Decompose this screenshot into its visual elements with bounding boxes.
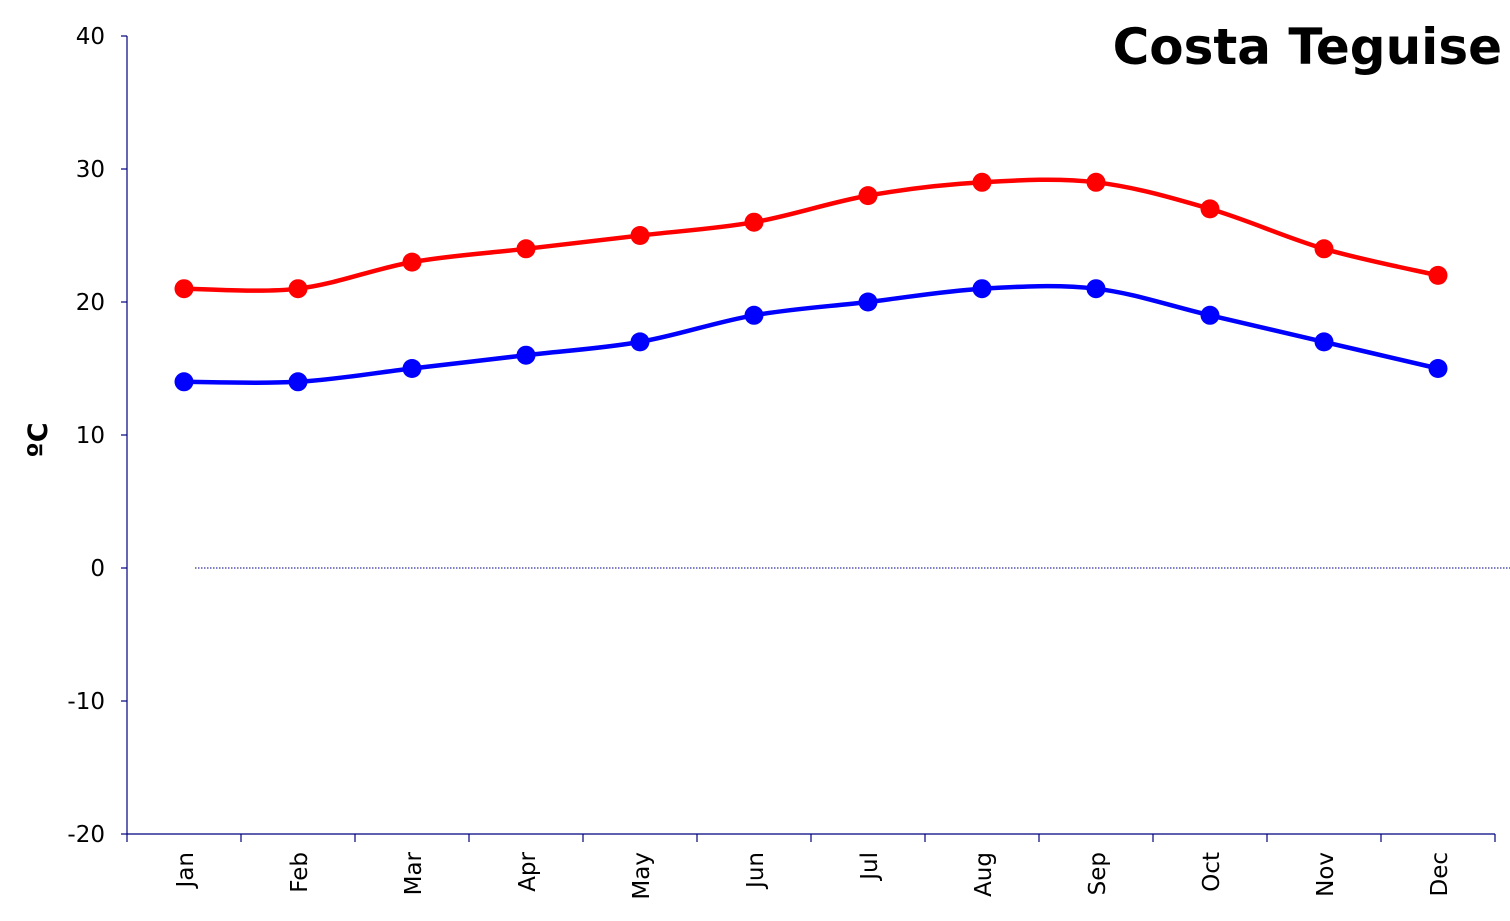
data-point bbox=[516, 345, 536, 365]
data-point bbox=[288, 372, 308, 392]
x-tick-label: May bbox=[629, 852, 655, 900]
y-tick-label: 10 bbox=[76, 423, 105, 449]
data-point bbox=[1314, 239, 1334, 259]
data-point bbox=[1314, 332, 1334, 352]
y-tick-label: -10 bbox=[67, 689, 105, 715]
y-axis-label: ºC bbox=[23, 422, 54, 457]
y-tick-label: -20 bbox=[67, 822, 105, 848]
chart-title: Costa Teguise bbox=[1112, 18, 1502, 76]
x-tick-label: Aug bbox=[971, 852, 997, 897]
x-tick-label: Nov bbox=[1313, 852, 1339, 897]
data-point bbox=[744, 212, 764, 232]
data-point bbox=[1428, 265, 1448, 285]
data-point bbox=[972, 279, 992, 299]
data-point bbox=[402, 252, 422, 272]
axes: -20 -10 0 10 20 30 40 Jan Feb Mar Apr May Jun Jul Aug S… bbox=[67, 24, 1496, 900]
x-tick-label: Jan bbox=[173, 852, 199, 889]
x-tick-label: Apr bbox=[515, 851, 541, 891]
x-tick-label: Mar bbox=[401, 851, 427, 895]
series-line bbox=[181, 177, 1441, 293]
data-point bbox=[630, 332, 650, 352]
data-point bbox=[288, 279, 308, 299]
data-point bbox=[174, 279, 194, 299]
y-tick-label: 20 bbox=[76, 290, 105, 316]
data-point bbox=[516, 239, 536, 259]
data-point bbox=[1200, 305, 1220, 325]
data-point bbox=[1086, 279, 1106, 299]
y-tick-label: 40 bbox=[76, 24, 105, 50]
data-point bbox=[1086, 172, 1106, 192]
data-point bbox=[858, 186, 878, 206]
series-group bbox=[174, 172, 1448, 392]
series-line bbox=[181, 283, 1441, 386]
data-point bbox=[174, 372, 194, 392]
series-2 bbox=[174, 279, 1448, 392]
data-point bbox=[858, 292, 878, 312]
data-point bbox=[1200, 199, 1220, 219]
y-tick-label: 30 bbox=[76, 157, 105, 183]
x-tick-label: Jul bbox=[857, 852, 883, 882]
x-tick-label: Oct bbox=[1199, 852, 1225, 892]
data-point bbox=[630, 226, 650, 245]
data-point bbox=[1428, 359, 1448, 378]
x-tick-label: Dec bbox=[1427, 852, 1453, 897]
x-tick-label: Sep bbox=[1085, 852, 1111, 895]
y-tick-label: 0 bbox=[90, 556, 105, 582]
x-tick-label: Jun bbox=[743, 852, 769, 890]
data-point bbox=[744, 305, 764, 325]
x-tick-label: Feb bbox=[287, 852, 313, 893]
data-point bbox=[402, 359, 422, 378]
data-point bbox=[972, 172, 992, 192]
series-1 bbox=[174, 172, 1448, 299]
